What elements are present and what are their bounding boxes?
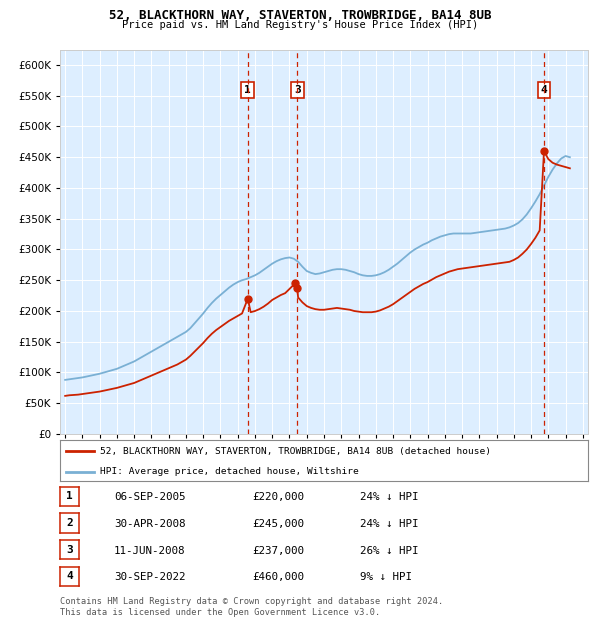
Text: 4: 4	[66, 572, 73, 582]
Text: £237,000: £237,000	[252, 546, 304, 556]
Text: 2: 2	[66, 518, 73, 528]
Text: 9% ↓ HPI: 9% ↓ HPI	[360, 572, 412, 582]
Text: 30-APR-2008: 30-APR-2008	[114, 519, 185, 529]
Text: 26% ↓ HPI: 26% ↓ HPI	[360, 546, 419, 556]
Text: 52, BLACKTHORN WAY, STAVERTON, TROWBRIDGE, BA14 8UB: 52, BLACKTHORN WAY, STAVERTON, TROWBRIDG…	[109, 9, 491, 22]
Text: 24% ↓ HPI: 24% ↓ HPI	[360, 519, 419, 529]
Text: 24% ↓ HPI: 24% ↓ HPI	[360, 492, 419, 502]
Text: 3: 3	[294, 85, 301, 95]
Text: Price paid vs. HM Land Registry's House Price Index (HPI): Price paid vs. HM Land Registry's House …	[122, 20, 478, 30]
Text: 11-JUN-2008: 11-JUN-2008	[114, 546, 185, 556]
Text: 1: 1	[66, 492, 73, 502]
Text: £460,000: £460,000	[252, 572, 304, 582]
Text: 52, BLACKTHORN WAY, STAVERTON, TROWBRIDGE, BA14 8UB (detached house): 52, BLACKTHORN WAY, STAVERTON, TROWBRIDG…	[100, 446, 491, 456]
Text: 1: 1	[244, 85, 251, 95]
Text: Contains HM Land Registry data © Crown copyright and database right 2024.
This d: Contains HM Land Registry data © Crown c…	[60, 598, 443, 617]
Text: £245,000: £245,000	[252, 519, 304, 529]
Text: 3: 3	[66, 545, 73, 555]
Text: £220,000: £220,000	[252, 492, 304, 502]
Text: HPI: Average price, detached house, Wiltshire: HPI: Average price, detached house, Wilt…	[100, 467, 358, 476]
Text: 30-SEP-2022: 30-SEP-2022	[114, 572, 185, 582]
Text: 4: 4	[541, 85, 547, 95]
Text: 06-SEP-2005: 06-SEP-2005	[114, 492, 185, 502]
